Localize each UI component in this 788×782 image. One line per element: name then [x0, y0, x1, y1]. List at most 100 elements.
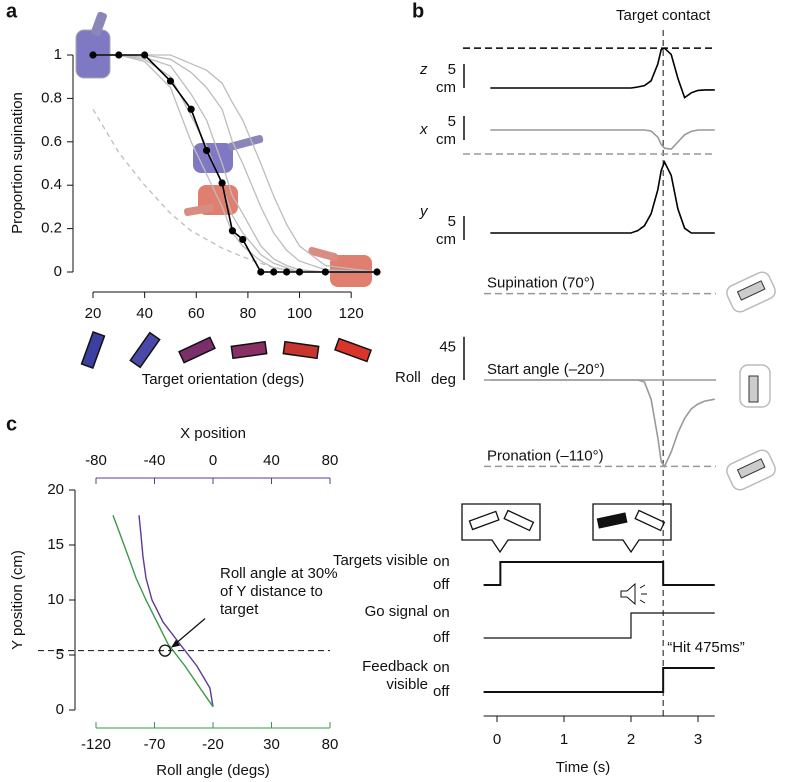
callout-target [596, 512, 628, 529]
orientation-bar [230, 340, 268, 360]
signal-state: off [433, 683, 450, 700]
y-axis-title: Proportion supination [9, 92, 26, 234]
signal-state: on [433, 604, 450, 621]
x-axis-title: Time (s) [556, 759, 610, 776]
series-line [93, 54, 378, 273]
y-tick-label: 1 [54, 46, 62, 63]
orientation-bar [282, 340, 320, 360]
x-tick-label: 40 [136, 305, 153, 322]
x-tick-label: 0 [493, 731, 501, 748]
series-line [93, 54, 377, 273]
x2-tick-label: 80 [322, 452, 339, 469]
signal-label-box: Targets visible [333, 552, 428, 569]
data-point [228, 227, 237, 235]
trace-label: z [419, 61, 428, 78]
x-tick-label: 100 [287, 305, 312, 322]
data-point [218, 179, 226, 187]
y-tick-label: 0.4 [41, 176, 62, 193]
trace [490, 47, 715, 99]
x-tick-label: 120 [339, 305, 364, 322]
data-point [295, 268, 304, 276]
orientation-bar [129, 331, 161, 369]
reference-label: Start angle (–20°) [487, 361, 605, 378]
annotation-text-box: Roll angle at 30% of Y distance to targe… [220, 565, 338, 618]
hand-outlines [726, 271, 776, 491]
y-tick-label: 0.6 [41, 133, 62, 150]
orientation-bars [80, 331, 372, 369]
x-tick-label: 1 [560, 731, 568, 748]
scale-value: 45 [439, 339, 456, 356]
reference-label: Pronation (–110°) [487, 447, 604, 464]
hand-outline [726, 449, 776, 491]
callout-target [634, 509, 666, 532]
panel-label: b [412, 0, 424, 22]
panel-label: a [6, 0, 18, 22]
signal-label-box: Go signal [365, 603, 428, 620]
callout-target [503, 509, 535, 532]
speaker-icon [620, 582, 647, 606]
x-tick-label: -20 [202, 736, 224, 753]
hand-icon [227, 135, 264, 151]
target-callouts [461, 503, 672, 554]
target-icons [736, 280, 766, 479]
orientation-bar [334, 337, 372, 363]
x2-tick-label: 40 [263, 452, 280, 469]
panel-label: c [6, 413, 17, 435]
annotation-arrowhead [171, 639, 181, 648]
x-tick-label: -120 [81, 736, 111, 753]
data-point [89, 51, 97, 59]
signal-state: off [433, 576, 450, 593]
series-line [93, 54, 378, 273]
signal-annotation: “Hit 475ms” [667, 639, 745, 656]
signal-state: on [433, 553, 450, 570]
event-label: Target contact [616, 7, 711, 24]
signal-trace [483, 561, 715, 586]
trace [490, 129, 715, 151]
y-axis-title: Y position (cm) [9, 550, 26, 650]
y-tick-label: 5 [56, 646, 64, 663]
x-tick-label: 80 [240, 305, 257, 322]
signal-label: Feedback visible [362, 658, 428, 693]
x-axis-title: Target orientation (degs) [142, 371, 305, 388]
target-icon [748, 375, 759, 403]
x-tick-label: 2 [627, 731, 635, 748]
x2-tick-label: -80 [85, 452, 107, 469]
x-tick-label: 30 [263, 736, 280, 753]
trace-label: Roll [395, 369, 421, 386]
data-point [283, 268, 291, 276]
scale-unit: deg [431, 371, 456, 388]
x2-axis-title: X position [180, 425, 246, 442]
x2-tick-label: 0 [209, 452, 217, 469]
data-point [373, 268, 381, 276]
data-point [187, 105, 195, 113]
callout-target [468, 510, 500, 531]
scale-value: 5 [448, 213, 456, 230]
data-point [239, 235, 247, 244]
scale-value: 5 [448, 61, 456, 78]
trajectory [138, 515, 214, 707]
data-point [257, 268, 265, 276]
y-tick-label: 20 [47, 481, 64, 498]
x-tick-label: 3 [694, 731, 702, 748]
x-tick-label: -70 [144, 736, 166, 753]
scale-unit: cm [436, 79, 456, 96]
scale-value: 5 [448, 113, 456, 130]
x-axis-title: Roll angle (degs) [156, 762, 269, 779]
series-line [93, 54, 377, 273]
y-tick-label: 0 [54, 263, 62, 280]
orientation-bar [80, 331, 106, 369]
x-tick-label: 20 [85, 305, 102, 322]
data-point [166, 77, 175, 85]
trace-label: y [419, 203, 429, 220]
orientation-bar [178, 336, 216, 364]
signal-state: on [433, 659, 450, 676]
data-point [203, 146, 211, 155]
hand-icon [91, 11, 107, 37]
y-tick-label: 10 [47, 591, 64, 608]
scale-unit: cm [436, 131, 456, 148]
hand-icon [308, 246, 338, 262]
annotation-marker [158, 644, 172, 657]
data-point [141, 51, 149, 59]
series-line [93, 54, 377, 273]
